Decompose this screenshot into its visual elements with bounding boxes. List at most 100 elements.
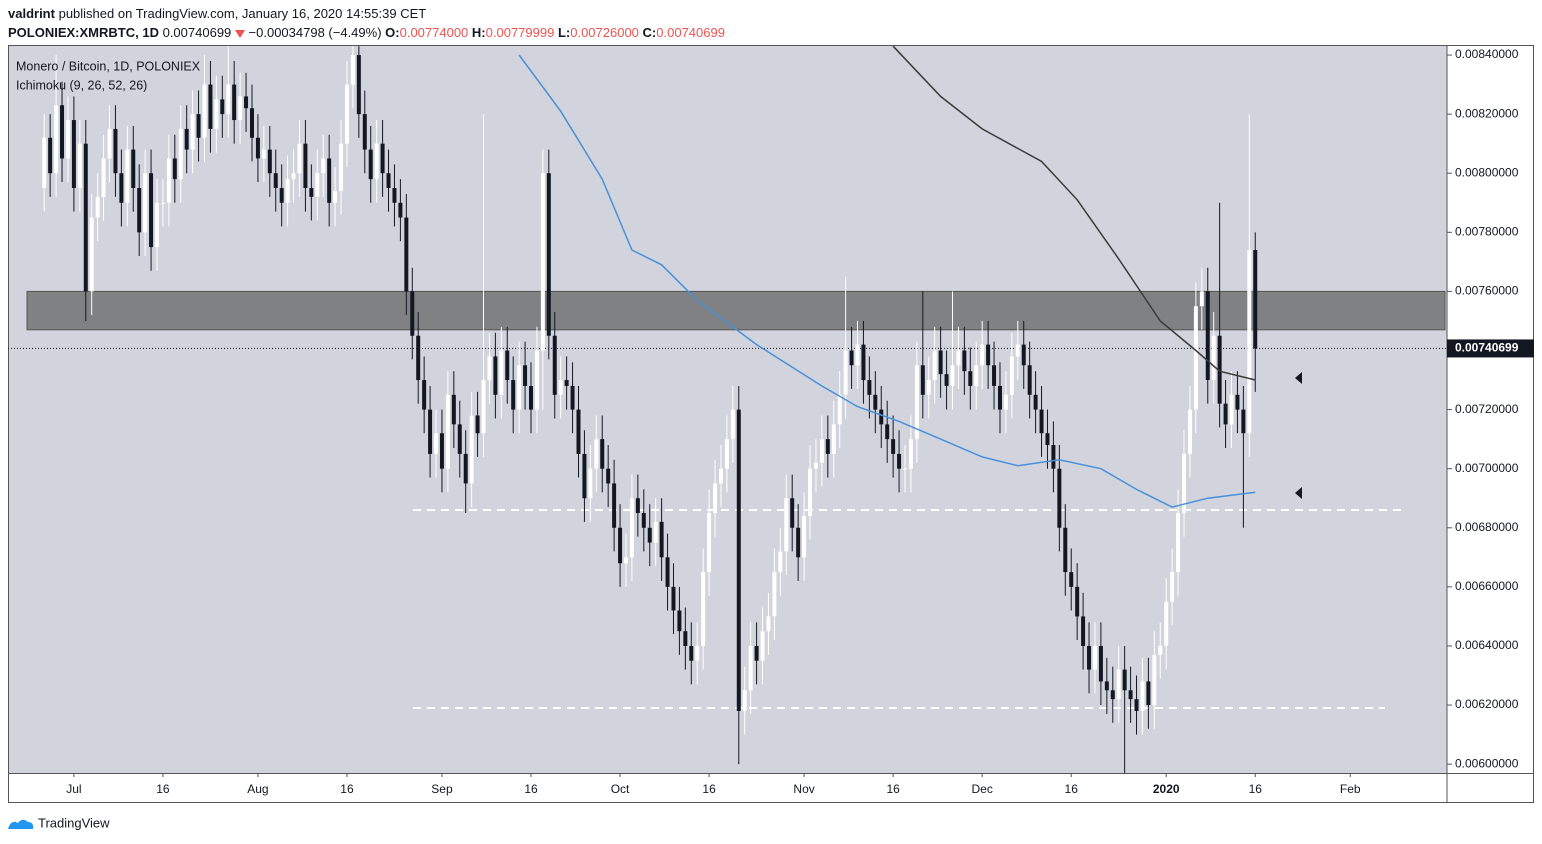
candle-body — [475, 415, 480, 434]
candle-body — [149, 173, 154, 248]
candle-body — [802, 515, 807, 558]
candle-body — [546, 173, 551, 336]
candle-body — [190, 114, 195, 150]
candle-body — [1027, 365, 1032, 395]
candle-body — [914, 365, 919, 440]
candle-body — [760, 631, 765, 661]
candle-body — [374, 143, 379, 180]
candle-body — [214, 99, 219, 129]
candle-body — [992, 365, 997, 386]
candle-body — [208, 84, 213, 129]
candle-body — [238, 96, 243, 121]
candle-body — [778, 551, 783, 573]
candle-body — [1087, 645, 1092, 670]
c-value: 0.00740699 — [656, 25, 725, 40]
candle-body — [1134, 699, 1139, 711]
candle-body — [938, 350, 943, 375]
candle-body — [1015, 344, 1020, 357]
candle-body — [1241, 409, 1246, 434]
change: −0.00034798 (−4.49%) — [248, 25, 382, 40]
candle-body — [362, 114, 367, 150]
candle-body — [618, 527, 623, 564]
x-tick-label: 16 — [340, 782, 354, 796]
candle-body — [1199, 291, 1204, 307]
price: 0.00740699 — [162, 25, 232, 40]
brand: TradingView — [38, 815, 110, 830]
plot-background — [8, 45, 1447, 773]
candle-body — [445, 394, 450, 469]
candle-body — [1146, 681, 1151, 706]
y-tick-label: 0.00740000 — [1455, 343, 1519, 357]
candle-body — [439, 433, 444, 469]
candle-body — [647, 527, 652, 543]
candle-body — [855, 344, 860, 366]
candle-body — [718, 468, 723, 484]
candle-body — [594, 439, 599, 469]
candle-body — [695, 645, 700, 661]
candle-body — [65, 120, 70, 159]
candle-body — [1009, 356, 1014, 395]
candle-body — [1170, 572, 1175, 602]
pointer — [1295, 487, 1302, 499]
candle-body — [754, 645, 759, 661]
candle-body — [1092, 645, 1097, 670]
h-label: H: — [471, 25, 486, 40]
candle-body — [451, 394, 456, 425]
candle-body — [903, 468, 908, 470]
candle-body — [1140, 681, 1145, 711]
candle-body — [303, 143, 308, 188]
candle-body — [897, 453, 902, 469]
candle-body — [813, 462, 818, 469]
candle-body — [463, 453, 468, 484]
candle-body — [920, 365, 925, 395]
candle-body — [600, 439, 605, 469]
candle-body — [1110, 690, 1115, 700]
y-tick-label: 0.00760000 — [1455, 284, 1519, 298]
candle-body — [1217, 335, 1222, 404]
x-tick-label: 16 — [886, 782, 900, 796]
candle-body — [659, 521, 664, 558]
candle-body — [184, 128, 189, 150]
candle-body — [77, 143, 82, 188]
candle-body — [398, 202, 403, 218]
candle-body — [885, 424, 890, 440]
candle-body — [291, 173, 296, 180]
candle-body — [71, 120, 76, 188]
candle-body — [255, 137, 260, 159]
candle-body — [950, 365, 955, 386]
candle-body — [160, 202, 165, 204]
candle-body — [226, 84, 231, 115]
candle-body — [766, 616, 771, 632]
candle-body — [422, 380, 427, 410]
candle-body — [1211, 335, 1216, 381]
candle-body — [997, 385, 1002, 410]
candle-body — [202, 84, 207, 138]
x-tick-label: Feb — [1340, 782, 1361, 796]
candle-body — [641, 513, 646, 528]
indicator-label: Ichimoku (9, 26, 52, 26) — [16, 78, 147, 92]
candle-body — [558, 380, 563, 395]
publish-line: valdrint published on TradingView.com, J… — [8, 6, 426, 21]
x-tick-label: Dec — [972, 782, 993, 796]
candle-body — [1229, 394, 1234, 425]
resistance-zone — [26, 290, 1446, 331]
candle-body — [623, 557, 628, 564]
candle-body — [1122, 669, 1127, 691]
plot-layer — [8, 45, 1447, 773]
indicator-line — [892, 45, 1256, 381]
candle-body — [1182, 453, 1187, 513]
candle-body — [327, 158, 332, 203]
candle-body — [42, 137, 47, 188]
candle-body — [1063, 527, 1068, 573]
candle-body — [612, 483, 617, 528]
candle-body — [1081, 616, 1086, 646]
candle-body — [309, 188, 314, 197]
candle-body — [986, 344, 991, 366]
candle-body — [220, 99, 225, 115]
candle-body — [707, 513, 712, 573]
candle-body — [908, 439, 913, 469]
candle-body — [333, 190, 338, 203]
candle-body — [434, 433, 439, 454]
